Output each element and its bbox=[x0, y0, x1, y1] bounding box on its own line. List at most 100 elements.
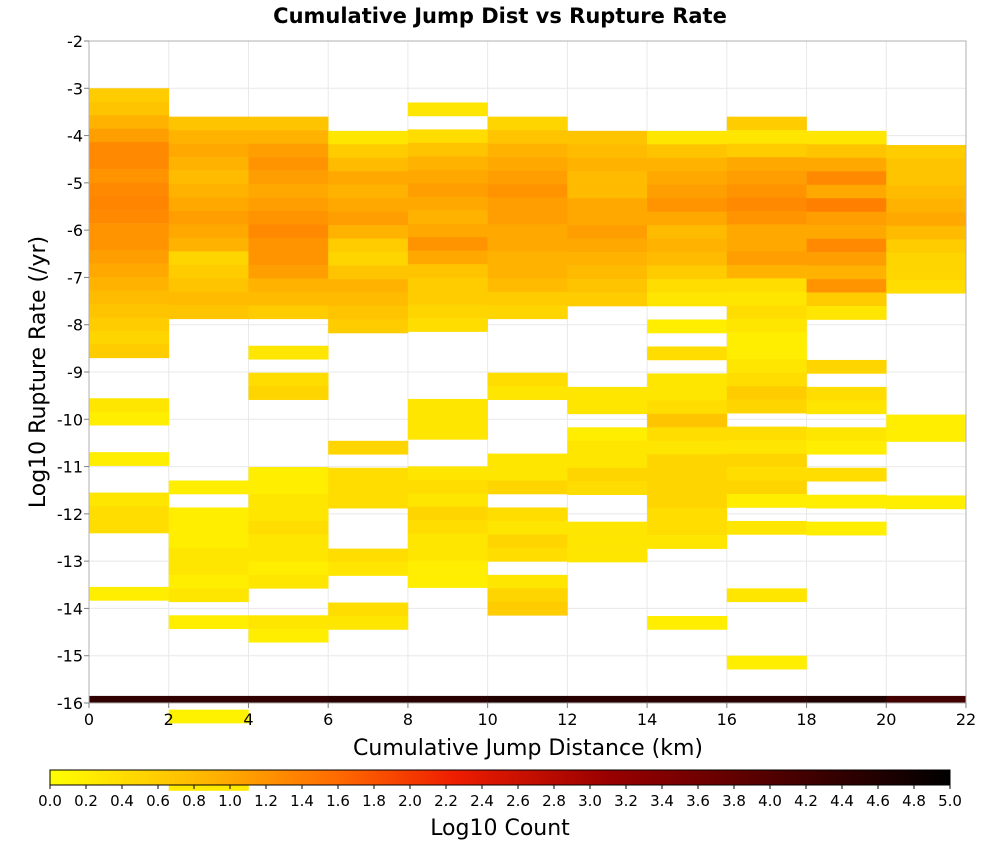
heatmap-cell bbox=[168, 197, 249, 212]
heatmap-cell bbox=[168, 291, 249, 306]
heatmap-cell bbox=[886, 428, 967, 442]
heatmap-cell bbox=[328, 319, 409, 334]
heatmap-cell bbox=[248, 291, 329, 306]
heatmap-cell bbox=[89, 209, 170, 224]
heatmap-cell bbox=[89, 155, 170, 170]
heatmap-cell bbox=[647, 157, 728, 172]
colorbar-tick-label: 1.6 bbox=[326, 792, 350, 810]
heatmap-cell bbox=[168, 709, 249, 724]
heatmap-cell-bottom bbox=[726, 695, 807, 703]
colorbar-tick-label: 3.0 bbox=[578, 792, 602, 810]
heatmap-cell bbox=[886, 279, 967, 294]
heatmap-cell bbox=[487, 520, 568, 535]
heatmap-cell bbox=[89, 586, 170, 601]
heatmap-cell bbox=[487, 210, 568, 225]
heatmap-cell bbox=[487, 157, 568, 171]
heatmap-cell bbox=[806, 359, 887, 374]
heatmap-cell bbox=[647, 467, 728, 482]
heatmap-cell bbox=[806, 157, 887, 172]
colorbar-tick-label: 0.2 bbox=[74, 792, 98, 810]
x-tick-label: 14 bbox=[637, 710, 657, 729]
colorbar bbox=[49, 769, 951, 786]
heatmap-cell bbox=[567, 386, 648, 401]
heatmap-cell bbox=[168, 157, 249, 171]
heatmap-cell bbox=[806, 211, 887, 226]
heatmap-cell bbox=[886, 252, 967, 267]
x-axis-ticks: 0 2 4 6 8 10 12 14 16 18 20 22 bbox=[84, 703, 976, 729]
heatmap-cell bbox=[647, 238, 728, 253]
y-tick-label: -10 bbox=[57, 410, 83, 429]
heatmap-cell bbox=[567, 144, 648, 159]
heatmap-cell bbox=[726, 237, 807, 252]
colorbar-tick-label: 3.4 bbox=[650, 792, 674, 810]
heatmap-cell bbox=[248, 628, 329, 643]
heatmap-cell bbox=[806, 292, 887, 307]
heatmap-cell bbox=[407, 183, 488, 198]
heatmap-cell bbox=[407, 547, 488, 561]
heatmap-cell bbox=[168, 224, 249, 239]
heatmap-cell bbox=[168, 534, 249, 549]
heatmap-cell bbox=[89, 169, 170, 183]
heatmap-cell bbox=[886, 239, 967, 254]
heatmap-cell bbox=[886, 185, 967, 200]
x-tick-label: 20 bbox=[876, 710, 896, 729]
heatmap-cell-bottom bbox=[806, 695, 887, 703]
heatmap-cell bbox=[248, 345, 329, 360]
y-tick-label: -2 bbox=[67, 32, 83, 51]
heatmap-cell bbox=[726, 345, 807, 360]
heatmap-cell bbox=[407, 102, 488, 117]
heatmap-cell bbox=[89, 398, 170, 413]
heatmap-cell bbox=[248, 251, 329, 266]
heatmap-cell bbox=[89, 263, 170, 278]
x-tick-label: 12 bbox=[557, 710, 577, 729]
heatmap-cell bbox=[487, 143, 568, 158]
heatmap-cell bbox=[487, 278, 568, 293]
heatmap-cell bbox=[567, 467, 648, 482]
heatmap-cell bbox=[89, 317, 170, 332]
heatmap-cell bbox=[407, 223, 488, 238]
heatmap-cell bbox=[89, 506, 170, 520]
heatmap-cell bbox=[726, 305, 807, 320]
heatmap-cell bbox=[726, 399, 807, 414]
heatmap-cell bbox=[487, 574, 568, 589]
heatmap-cell bbox=[168, 278, 249, 293]
heatmap-cell bbox=[89, 196, 170, 210]
x-tick-label: 4 bbox=[243, 710, 253, 729]
colorbar-tick-label: 2.0 bbox=[398, 792, 422, 810]
heatmap-cell bbox=[567, 521, 648, 536]
x-tick-label: 0 bbox=[84, 710, 94, 729]
heatmap-cell bbox=[328, 548, 409, 563]
x-tick-label: 10 bbox=[477, 710, 497, 729]
heatmap-cell bbox=[726, 210, 807, 225]
heatmap-cell bbox=[726, 386, 807, 400]
heatmap-cell bbox=[328, 306, 409, 320]
heatmap-cell bbox=[248, 493, 329, 508]
heatmap-cell bbox=[806, 494, 887, 509]
heatmap-cell bbox=[567, 548, 648, 563]
heatmap-cell bbox=[407, 129, 488, 144]
heatmap-cell bbox=[407, 156, 488, 171]
colorbar-tick-label: 5.0 bbox=[938, 792, 962, 810]
heatmap-cell bbox=[328, 184, 409, 199]
heatmap-cell bbox=[248, 170, 329, 185]
y-tick-label: -16 bbox=[57, 694, 83, 713]
heatmap-cell bbox=[328, 144, 409, 159]
heatmap-cell bbox=[248, 184, 329, 198]
heatmap-cell bbox=[89, 182, 170, 197]
heatmap-cell bbox=[487, 170, 568, 185]
heatmap-cell bbox=[168, 130, 249, 144]
heatmap-cell bbox=[806, 184, 887, 199]
colorbar-tick-label: 4.2 bbox=[794, 792, 818, 810]
colorbar-tick-label: 4.4 bbox=[830, 792, 854, 810]
heatmap-cell bbox=[168, 237, 249, 252]
heatmap-cell-bottom bbox=[487, 695, 568, 703]
colorbar-tick-label: 3.6 bbox=[686, 792, 710, 810]
x-axis-label: Cumulative Jump Distance (km) bbox=[353, 736, 703, 761]
heatmap-cell bbox=[806, 467, 887, 482]
heatmap-cell bbox=[407, 237, 488, 252]
heatmap-cell bbox=[647, 225, 728, 239]
colorbar-ticks: 0.0 0.2 0.4 0.6 0.8 1.0 1.2 1.4 1.6 1.8 2.0 2.2 2.4 2… bbox=[38, 785, 962, 810]
heatmap-cell bbox=[407, 520, 488, 535]
heatmap-cell bbox=[407, 304, 488, 319]
heatmap-cell bbox=[487, 251, 568, 266]
